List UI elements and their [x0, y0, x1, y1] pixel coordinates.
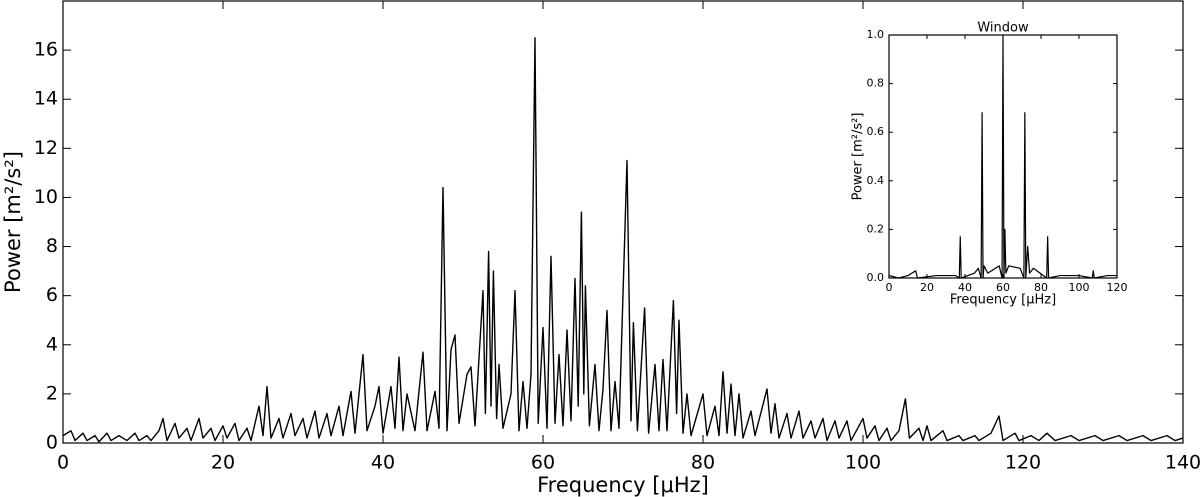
chart-title: Window [977, 21, 1029, 36]
y-tick-label: 14 [34, 88, 58, 110]
y-tick-label: 0 [46, 432, 58, 454]
x-tick-label: 0 [886, 281, 893, 294]
y-tick-label: 10 [34, 186, 58, 208]
x-tick-label: 140 [1165, 452, 1200, 474]
y-tick-label: 0.4 [867, 174, 885, 187]
y-tick-label: 16 [34, 39, 58, 61]
x-tick-label: 100 [845, 452, 881, 474]
x-tick-label: 20 [211, 452, 235, 474]
x-tick-label: 100 [1069, 281, 1090, 294]
x-axis-label: Frequency [μHz] [537, 473, 709, 497]
y-tick-label: 0.6 [867, 125, 885, 138]
axes-frame [62, 0, 1184, 444]
x-tick-label: 40 [958, 281, 972, 294]
y-tick-label: 4 [46, 333, 58, 355]
y-axis-label: Power [m²/s²] [851, 113, 866, 201]
x-tick-label: 20 [920, 281, 934, 294]
y-tick-label: 1.0 [867, 28, 885, 41]
y-tick-label: 0.0 [867, 271, 885, 284]
y-tick-label: 0.8 [867, 77, 885, 90]
y-tick-label: 8 [46, 235, 58, 257]
y-tick-label: 6 [46, 284, 58, 306]
x-tick-label: 120 [1005, 452, 1041, 474]
x-tick-label: 0 [57, 452, 69, 474]
x-tick-label: 40 [371, 452, 395, 474]
x-tick-label: 80 [691, 452, 715, 474]
x-tick-label: 120 [1107, 281, 1128, 294]
x-tick-label: 80 [1034, 281, 1048, 294]
x-tick-label: 60 [996, 281, 1010, 294]
y-tick-label: 2 [46, 382, 58, 404]
y-tick-label: 12 [34, 137, 58, 159]
y-tick-label: 0.2 [867, 222, 885, 235]
y-axis-label: Power [m²/s²] [1, 151, 25, 293]
spectrum-line [62, 37, 1184, 443]
x-tick-label: 60 [531, 452, 555, 474]
x-axis-label: Frequency [μHz] [950, 293, 1056, 308]
